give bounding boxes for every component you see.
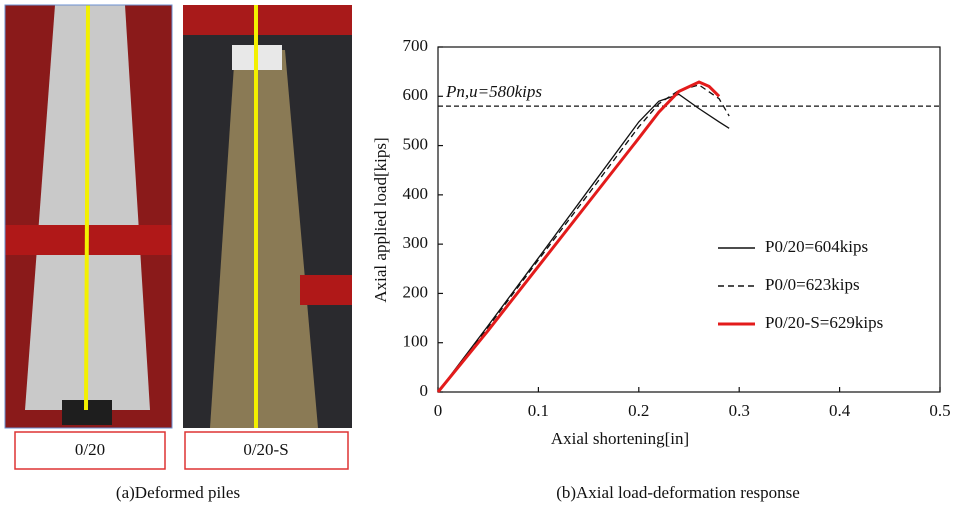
legend-label: P0/0=623kips bbox=[765, 275, 860, 294]
label-box bbox=[14, 431, 166, 470]
caption: (a)Deformed piles bbox=[116, 483, 240, 502]
legend-label: P0/20=604kips bbox=[765, 237, 868, 256]
y-tick-label: 300 bbox=[403, 233, 429, 252]
x-axis-title: Axial shortening[in] bbox=[551, 429, 689, 448]
y-tick-label: 100 bbox=[403, 332, 429, 351]
reference-label: Pn,u=580kips bbox=[445, 82, 542, 101]
plot-frame bbox=[437, 46, 941, 393]
y-tick-label: 700 bbox=[403, 36, 429, 55]
x-tick-label: 0.4 bbox=[829, 401, 851, 420]
label-box bbox=[184, 431, 349, 470]
photo-label: 0/20-S bbox=[243, 440, 288, 459]
y-tick-label: 500 bbox=[403, 134, 429, 153]
y-tick-label: 0 bbox=[420, 381, 429, 400]
y-tick-label: 400 bbox=[403, 184, 429, 203]
y-tick-label: 200 bbox=[403, 282, 429, 301]
series-line bbox=[436, 80, 721, 393]
y-tick-label: 600 bbox=[403, 85, 429, 104]
x-tick-label: 0.3 bbox=[729, 401, 750, 420]
x-tick-label: 0.2 bbox=[628, 401, 649, 420]
series-line bbox=[437, 84, 730, 393]
y-axis-title: Axial applied load[kips] bbox=[371, 137, 390, 302]
series-line bbox=[437, 93, 730, 393]
caption: (b)Axial load-deformation response bbox=[556, 483, 800, 502]
photo-right bbox=[183, 5, 352, 428]
photo-label: 0/20 bbox=[75, 440, 105, 459]
legend-label: P0/20-S=629kips bbox=[765, 313, 883, 332]
x-tick-label: 0 bbox=[434, 401, 443, 420]
x-tick-label: 0.1 bbox=[528, 401, 549, 420]
x-tick-label: 0.5 bbox=[929, 401, 950, 420]
photo-left bbox=[4, 4, 173, 429]
